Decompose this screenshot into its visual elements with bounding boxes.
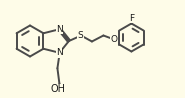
Text: S: S [78,31,83,40]
Text: N: N [56,25,63,34]
Text: O: O [110,35,117,44]
Text: N: N [56,48,63,57]
Text: OH: OH [51,84,66,94]
Text: F: F [130,14,135,23]
